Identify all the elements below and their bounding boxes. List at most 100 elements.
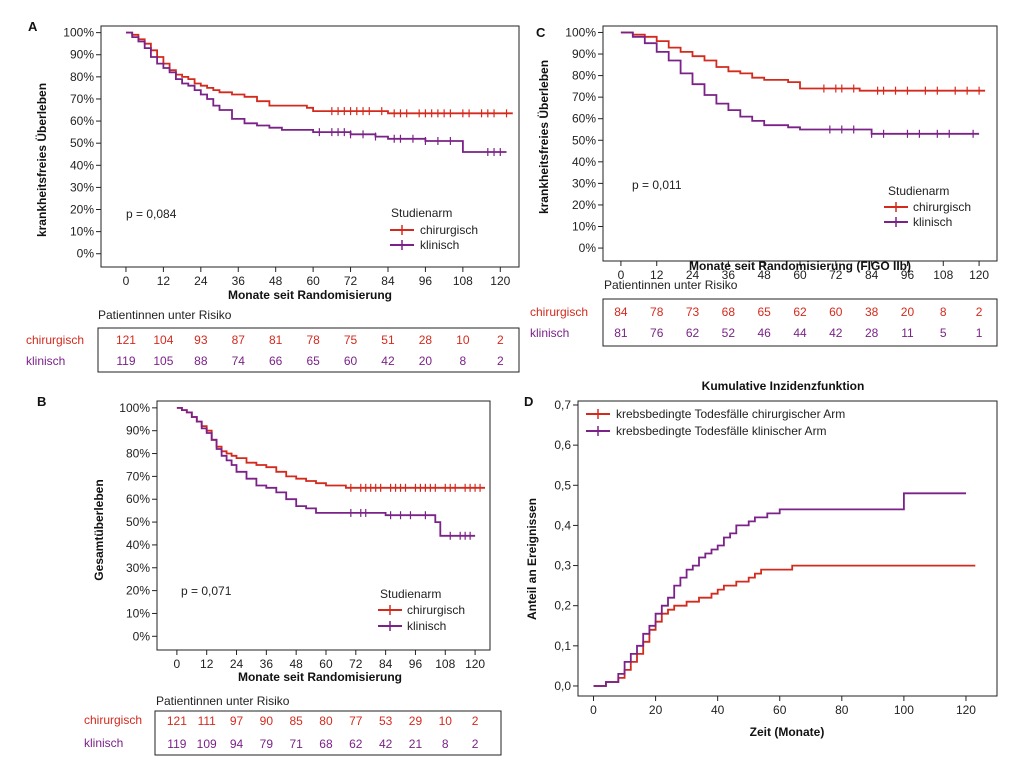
legend-label-klinisch-d: krebsbedingte Todesfälle klinischer Arm (616, 424, 827, 438)
x-tick-label-b: 84 (379, 657, 393, 671)
risk-value-klinisch-b: 79 (260, 737, 274, 751)
risk-row-label-chirurgisch-b: chirurgisch (84, 713, 142, 727)
legend-label-chirurgisch-d: krebsbedingte Todesfälle chirurgischer A… (616, 407, 845, 421)
risk-value-chirurgisch-c: 8 (940, 305, 947, 319)
series-line-chirurgisch-c (620, 31, 986, 92)
risk-row-label-klinisch-b: klinisch (84, 736, 123, 750)
legend-item-klinisch-b: klinisch (378, 619, 446, 633)
risk-value-klinisch-c: 42 (829, 326, 843, 340)
y-tick-label-b: 40% (126, 538, 150, 552)
x-tick-label-a: 60 (306, 274, 320, 288)
x-tick-label-a: 120 (490, 274, 510, 288)
x-tick-label-c: 24 (686, 268, 700, 282)
risk-value-chirurgisch-b: 2 (472, 714, 479, 728)
risk-value-chirurgisch-a: 81 (269, 333, 283, 347)
risk-value-klinisch-a: 65 (306, 354, 320, 368)
risk-value-klinisch-c: 62 (686, 326, 700, 340)
risk-value-chirurgisch-a: 51 (381, 333, 395, 347)
x-tick-label-a: 96 (419, 274, 433, 288)
series-line-klinisch-b (176, 407, 476, 537)
risk-value-klinisch-b: 8 (442, 737, 449, 751)
plot-frame-a (100, 25, 520, 268)
x-tick-label-a: 84 (381, 274, 395, 288)
risk-value-chirurgisch-a: 121 (116, 333, 136, 347)
y-tick-label-c: 10% (572, 220, 596, 234)
x-tick-label-d: 0 (590, 703, 597, 717)
y-tick-label-c: 80% (572, 69, 596, 83)
y-tick-label-b: 90% (126, 424, 150, 438)
risk-value-chirurgisch-b: 121 (167, 714, 187, 728)
risk-value-klinisch-b: 71 (289, 737, 303, 751)
legend-item-chirurgisch-b: chirurgisch (378, 603, 465, 617)
y-tick-label-d: 0,2 (554, 599, 571, 613)
x-tick-label-c: 12 (650, 268, 664, 282)
series-line-klinisch-d (593, 492, 966, 687)
x-tick-label-c: 84 (865, 268, 879, 282)
legend-title-c: Studienarm (888, 184, 949, 198)
x-tick-label-b: 12 (200, 657, 214, 671)
x-tick-label-c: 36 (722, 268, 736, 282)
y-tick-label-d: 0,5 (554, 478, 571, 492)
y-tick-label-a: 60% (70, 114, 94, 128)
risk-value-klinisch-a: 2 (497, 354, 504, 368)
risk-value-klinisch-c: 28 (865, 326, 879, 340)
x-tick-label-a: 72 (344, 274, 358, 288)
legend-title-b: Studienarm (380, 587, 441, 601)
panel-a: A krankheitsfreies Überleben 0 12 24 36 48 60… (26, 19, 520, 373)
y-tick-label-d: 0,0 (554, 679, 571, 693)
x-tick-label-c: 60 (793, 268, 807, 282)
y-tick-label-a: 20% (70, 203, 94, 217)
legend-item-klinisch-a: klinisch (390, 238, 459, 252)
x-tick-label-b: 48 (289, 657, 303, 671)
x-axis-label-c: Monate seit Randomisierung (FIGO IIb) (689, 259, 911, 273)
risk-value-klinisch-a: 60 (344, 354, 358, 368)
x-tick-label-d: 100 (894, 703, 914, 717)
risk-value-chirurgisch-c: 84 (614, 305, 628, 319)
risk-value-chirurgisch-c: 2 (976, 305, 983, 319)
risk-value-chirurgisch-b: 85 (289, 714, 303, 728)
series-line-chirurgisch-a (126, 31, 513, 115)
risk-value-chirurgisch-b: 10 (439, 714, 453, 728)
x-axis-label-b: Monate seit Randomisierung (238, 670, 402, 684)
x-tick-label-c: 108 (933, 268, 953, 282)
risk-value-klinisch-c: 76 (650, 326, 664, 340)
x-tick-label-b: 96 (409, 657, 423, 671)
risk-value-klinisch-a: 105 (153, 354, 173, 368)
risk-table-a (97, 327, 520, 373)
risk-value-klinisch-b: 119 (167, 737, 186, 751)
risk-title-c: Patientinnen unter Risiko (604, 278, 738, 292)
series-line-klinisch-a (126, 31, 507, 153)
risk-value-chirurgisch-c: 68 (722, 305, 736, 319)
risk-value-chirurgisch-b: 53 (379, 714, 393, 728)
risk-value-chirurgisch-b: 90 (260, 714, 274, 728)
x-tick-label-d: 120 (956, 703, 976, 717)
risk-value-klinisch-b: 109 (197, 737, 217, 751)
x-tick-label-a: 24 (194, 274, 208, 288)
risk-value-chirurgisch-b: 29 (409, 714, 423, 728)
y-tick-label-c: 20% (572, 198, 596, 212)
legend-title-a: Studienarm (391, 206, 452, 220)
x-tick-label-c: 72 (829, 268, 843, 282)
series-line-klinisch-c (620, 31, 980, 135)
y-axis-label-c: krankheitsfreies Überleben (536, 60, 551, 214)
x-tick-label-a: 36 (232, 274, 246, 288)
panel-label-a: A (28, 19, 38, 34)
risk-value-klinisch-a: 88 (194, 354, 208, 368)
risk-row-label-chirurgisch-a: chirurgisch (26, 333, 84, 347)
panel-b: B Gesamtüberleben 0 12 24 36 48 60 72 84 96 108 12… (37, 394, 502, 756)
y-tick-label-c: 60% (572, 112, 596, 126)
risk-value-klinisch-a: 74 (232, 354, 246, 368)
risk-title-a: Patientinnen unter Risiko (98, 308, 232, 322)
y-tick-label-b: 30% (126, 561, 150, 575)
x-tick-label-b: 24 (230, 657, 244, 671)
risk-value-chirurgisch-c: 65 (758, 305, 772, 319)
risk-value-klinisch-b: 2 (472, 737, 479, 751)
risk-value-klinisch-c: 81 (614, 326, 628, 340)
risk-value-klinisch-c: 5 (940, 326, 947, 340)
y-axis-label-b: Gesamtüberleben (92, 479, 106, 580)
y-tick-label-a: 100% (63, 26, 94, 40)
legend-item-chirurgisch-c: chirurgisch (884, 200, 971, 214)
y-tick-label-c: 30% (572, 176, 596, 190)
x-tick-label-b: 36 (260, 657, 274, 671)
